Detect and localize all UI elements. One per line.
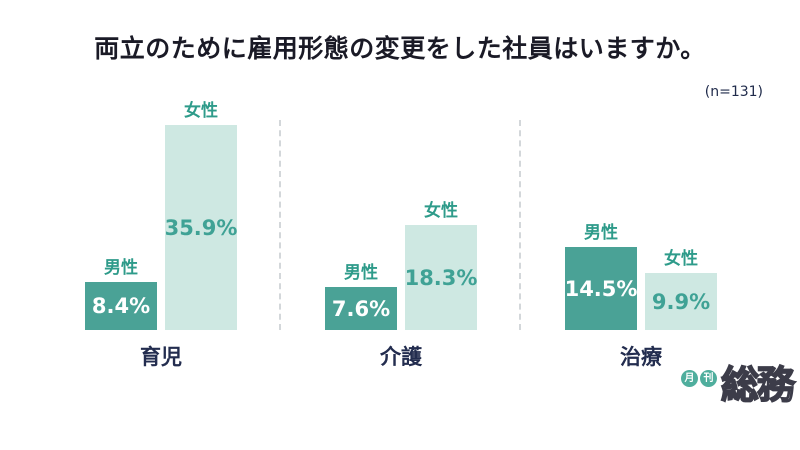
group-divider: [519, 120, 521, 330]
series-label-female: 女性: [184, 101, 218, 121]
bar-rect-kaigo-male: 7.6%: [325, 287, 397, 330]
logo-badge-getsu: 月: [681, 370, 698, 387]
bar-chiryo-male: 男性 14.5%: [565, 223, 637, 330]
sample-size-label: (n=131): [704, 84, 763, 100]
bar-ikuji-female: 女性 35.9%: [165, 101, 237, 330]
bar-rect-ikuji-male: 8.4%: [85, 282, 157, 330]
bar-rect-chiryo-male: 14.5%: [565, 247, 637, 330]
logo-wordmark: 総務: [720, 363, 796, 407]
bar-kaigo-female: 女性 18.3%: [405, 201, 477, 330]
series-label-male: 男性: [104, 258, 138, 278]
bar-rect-chiryo-female: 9.9%: [645, 273, 717, 330]
bar-rect-kaigo-female: 18.3%: [405, 225, 477, 330]
series-label-male: 男性: [584, 223, 618, 243]
bar-value-ikuji-male: 8.4%: [91, 294, 151, 318]
bar-ikuji-male: 男性 8.4%: [85, 258, 157, 330]
category-label-ikuji: 育児: [140, 345, 182, 369]
bar-value-kaigo-female: 18.3%: [404, 265, 478, 290]
bar-rect-ikuji-female: 35.9%: [165, 125, 237, 330]
logo-badge-kan: 刊: [700, 370, 717, 387]
bar-chiryo-female: 女性 9.9%: [645, 249, 717, 330]
bar-value-kaigo-male: 7.6%: [331, 296, 391, 321]
series-label-male: 男性: [344, 263, 378, 283]
series-label-female: 女性: [424, 201, 458, 221]
bar-value-ikuji-female: 35.9%: [164, 215, 238, 240]
bar-value-chiryo-male: 14.5%: [564, 276, 638, 301]
category-label-chiryo: 治療: [620, 345, 662, 369]
bar-kaigo-male: 男性 7.6%: [325, 263, 397, 330]
gekkan-soumu-logo: 月 刊 総務: [681, 363, 796, 407]
bar-value-chiryo-female: 9.9%: [651, 289, 711, 314]
series-label-female: 女性: [664, 249, 698, 269]
category-label-kaigo: 介護: [380, 345, 422, 369]
group-divider: [279, 120, 281, 330]
chart-title: 両立のために雇用形態の変更をした社員はいますか。: [94, 34, 706, 63]
